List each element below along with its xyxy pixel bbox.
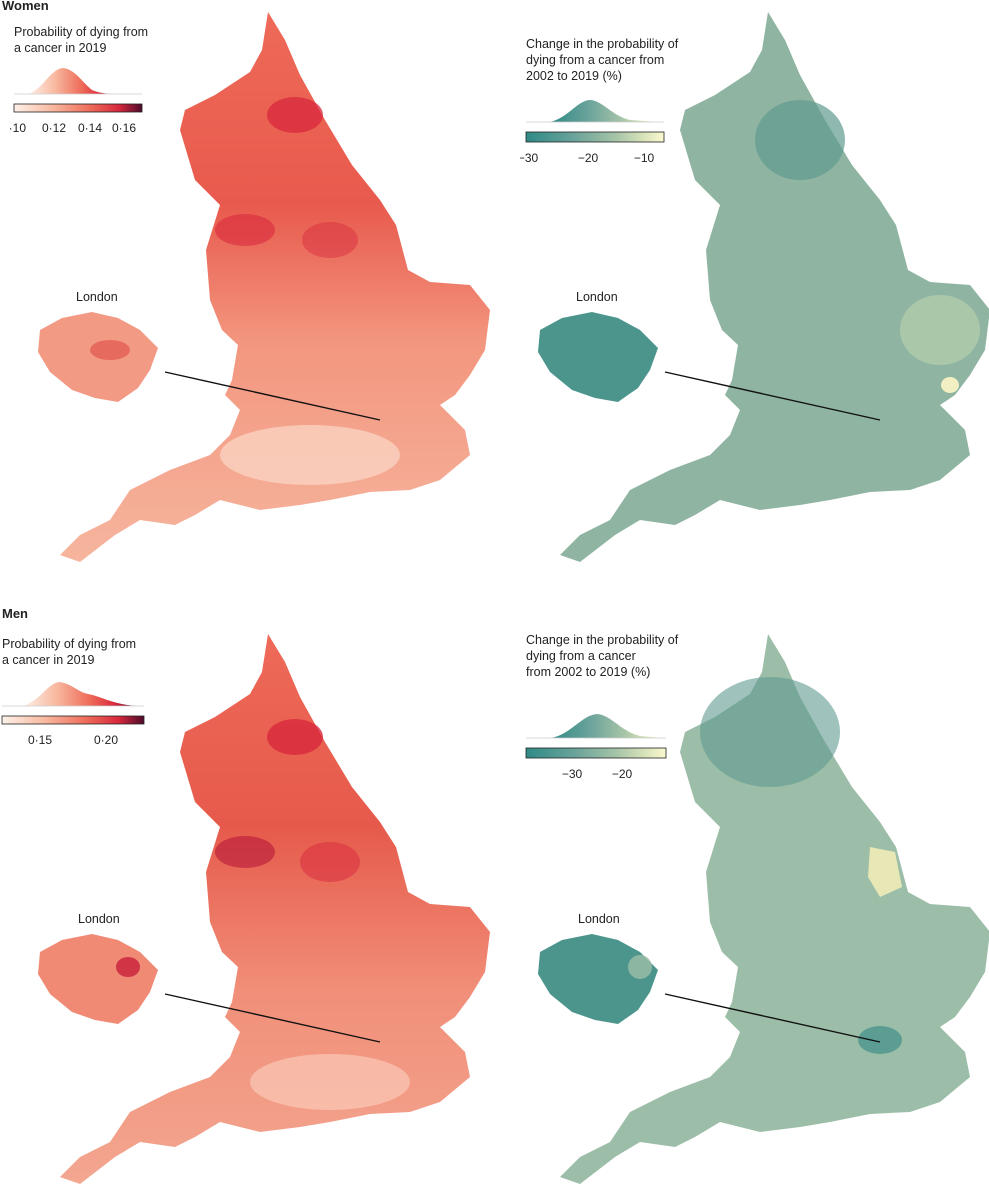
men-probability-colorbar [1, 715, 145, 725]
north-east-hotspot [267, 719, 323, 755]
south-pale-region [250, 1054, 410, 1110]
men-change-legend-title: Change in the probability of dying from … [526, 633, 679, 679]
women-probability-map [38, 12, 490, 562]
men-probability-london-label: London [78, 912, 120, 926]
women-probability-tick: 0·14 [78, 121, 102, 135]
north-dark-region [700, 677, 840, 787]
men-probability-legend-title: Probability of dying from a cancer in 20… [2, 637, 137, 667]
men-probability-legend: 0·15 0·20 [1, 682, 145, 747]
women-change-map [538, 12, 989, 562]
men-probability-tick: 0·15 [28, 733, 52, 747]
london-inset [538, 312, 658, 402]
men-heading: Men [2, 606, 28, 621]
women-change-tick: −20 [578, 151, 599, 165]
men-change-colorbar [525, 747, 667, 759]
women-change-london-label: London [576, 290, 618, 304]
women-change-tick: −30 [520, 151, 539, 165]
london-inset-light-region [628, 955, 652, 979]
england-outline [60, 12, 490, 562]
midlands-hotspot [300, 842, 360, 882]
north-west-hotspot [215, 214, 275, 246]
women-change-density [550, 100, 660, 122]
women-change-colorbar [525, 131, 665, 143]
england-outline [60, 634, 490, 1184]
men-change-london-label: London [578, 912, 620, 926]
men-change-density [550, 714, 664, 738]
england-outline [560, 12, 989, 562]
men-change-tick: −20 [612, 767, 633, 781]
men-probability-map [38, 634, 490, 1184]
london-leader-line [164, 371, 381, 421]
women-probability-london-label: London [76, 290, 118, 304]
east-light-region [900, 295, 980, 365]
women-probability-colorbar [13, 103, 143, 113]
midlands-hotspot [302, 222, 358, 258]
london-leader-line [664, 993, 881, 1043]
london-inset-hotspot [90, 340, 130, 360]
women-heading: Women [2, 0, 49, 13]
women-change-legend: −30 −20 −10 [520, 100, 665, 165]
london-inset [38, 934, 158, 1024]
women-change-tick: −10 [634, 151, 655, 165]
women-probability-legend: 0·10 0·12 0·14 0·16 [10, 68, 143, 135]
women-probability-tick: 0·16 [112, 121, 136, 135]
men-change-legend: −30 −20 [525, 714, 667, 781]
lincolnshire-pale-region [868, 847, 902, 897]
women-probability-tick: 0·10 [10, 121, 26, 135]
east-pale-hotspot [941, 377, 959, 393]
women-probability-legend-title: Probability of dying from a cancer in 20… [14, 25, 149, 55]
london-inset-hotspot [116, 957, 140, 977]
south-pale-region [220, 425, 400, 485]
north-east-hotspot [267, 97, 323, 133]
women-probability-tick: 0·12 [42, 121, 66, 135]
london-inset [538, 934, 658, 1024]
north-east-dark-region [755, 100, 845, 180]
men-probability-density [22, 682, 136, 706]
london-leader-line [164, 993, 381, 1043]
london-area-dark [858, 1026, 902, 1054]
london-leader-line [664, 371, 881, 421]
women-probability-density [28, 68, 118, 94]
men-change-map [538, 634, 989, 1184]
north-west-hotspot [215, 836, 275, 868]
men-probability-tick: 0·20 [94, 733, 118, 747]
women-change-legend-title: Change in the probability of dying from … [526, 37, 679, 83]
men-change-tick: −30 [562, 767, 583, 781]
